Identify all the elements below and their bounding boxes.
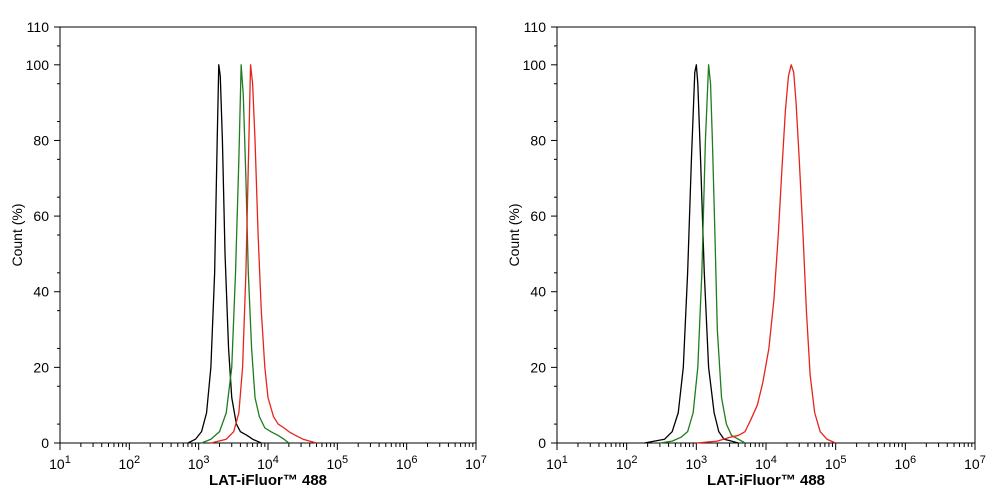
y-tick-label: 100: [523, 57, 547, 73]
x-tick-label: 106: [396, 454, 418, 472]
series-line-0: [644, 64, 739, 444]
y-tick-label: 40: [33, 284, 49, 300]
x-tick-label: 105: [825, 454, 847, 472]
y-tick-label: 80: [530, 132, 546, 148]
x-axis-label: LAT-iFluor™ 488: [209, 472, 327, 489]
x-tick-label: 107: [465, 454, 487, 472]
y-axis-label: Count (%): [506, 203, 522, 266]
x-tick-label: 103: [685, 454, 707, 472]
series-line-0: [187, 64, 262, 444]
x-tick-label: 104: [755, 454, 777, 472]
series-line-1: [659, 64, 746, 444]
x-tick-label: 104: [257, 454, 279, 472]
x-tick-label: 101: [49, 454, 71, 472]
x-axis-label: LAT-iFluor™ 488: [707, 472, 825, 489]
y-tick-label: 0: [538, 435, 546, 451]
y-tick-label: 0: [41, 435, 49, 451]
y-tick-label: 100: [26, 57, 50, 73]
y-tick-label: 40: [530, 284, 546, 300]
y-tick-label: 20: [33, 359, 49, 375]
series-line-2: [210, 64, 317, 444]
y-tick-label: 110: [524, 19, 547, 35]
y-tick-label: 60: [33, 208, 49, 224]
x-tick-label: 101: [546, 454, 568, 472]
chart-right: 0 20 40 60 80 100 110 101 102 103 104 105 106 107 LAT-…: [506, 19, 986, 489]
x-tick-label: 105: [326, 454, 348, 472]
y-tick-label: 60: [530, 208, 546, 224]
x-tick-label: 102: [118, 454, 140, 472]
plot-frame: [59, 26, 477, 444]
x-tick-label: 106: [894, 454, 916, 472]
x-tick-label: 102: [616, 454, 638, 472]
y-tick-label: 110: [27, 19, 50, 35]
series-line-1: [201, 64, 290, 444]
plot-frame: [556, 26, 976, 444]
y-tick-label: 80: [33, 132, 49, 148]
y-tick-label: 20: [530, 359, 546, 375]
x-tick-label: 103: [188, 454, 210, 472]
y-axis-label: Count (%): [9, 203, 25, 266]
chart-left: 0 20 40 60 80 100 110 101 102 103 104 105 106 107 LAT-…: [9, 19, 487, 489]
series-line-2: [696, 64, 836, 444]
x-tick-label: 107: [964, 454, 986, 472]
